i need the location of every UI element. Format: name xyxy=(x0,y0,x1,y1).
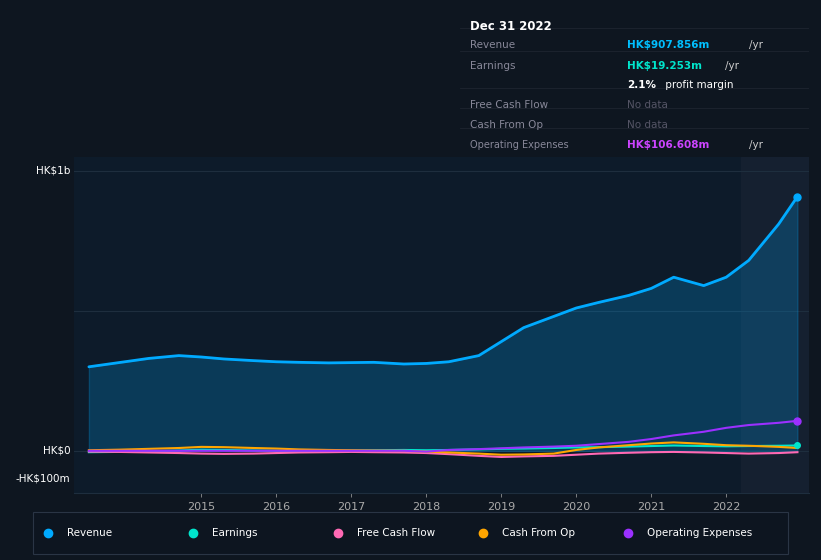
Text: Revenue: Revenue xyxy=(67,529,112,538)
Text: /yr: /yr xyxy=(725,61,739,71)
Text: Earnings: Earnings xyxy=(470,61,516,71)
Text: Free Cash Flow: Free Cash Flow xyxy=(357,529,435,538)
Text: profit margin: profit margin xyxy=(662,80,734,90)
Text: Cash From Op: Cash From Op xyxy=(470,120,544,130)
Text: No data: No data xyxy=(627,120,668,130)
Bar xyxy=(741,157,809,493)
Text: Revenue: Revenue xyxy=(470,40,516,50)
Text: HK$907.856m: HK$907.856m xyxy=(627,40,709,50)
Text: 2.1%: 2.1% xyxy=(627,80,656,90)
Text: HK$0: HK$0 xyxy=(43,446,71,456)
FancyBboxPatch shape xyxy=(33,512,788,554)
Text: Earnings: Earnings xyxy=(212,529,257,538)
Text: HK$1b: HK$1b xyxy=(36,166,71,176)
Text: /yr: /yr xyxy=(750,40,764,50)
Text: -HK$100m: -HK$100m xyxy=(16,474,71,484)
Text: /yr: /yr xyxy=(750,140,764,150)
Text: HK$19.253m: HK$19.253m xyxy=(627,61,702,71)
Text: Operating Expenses: Operating Expenses xyxy=(470,140,569,150)
Text: Free Cash Flow: Free Cash Flow xyxy=(470,100,548,110)
Text: No data: No data xyxy=(627,100,668,110)
Text: HK$106.608m: HK$106.608m xyxy=(627,140,709,150)
Text: Dec 31 2022: Dec 31 2022 xyxy=(470,20,552,33)
Text: Cash From Op: Cash From Op xyxy=(502,529,575,538)
Text: Operating Expenses: Operating Expenses xyxy=(647,529,752,538)
